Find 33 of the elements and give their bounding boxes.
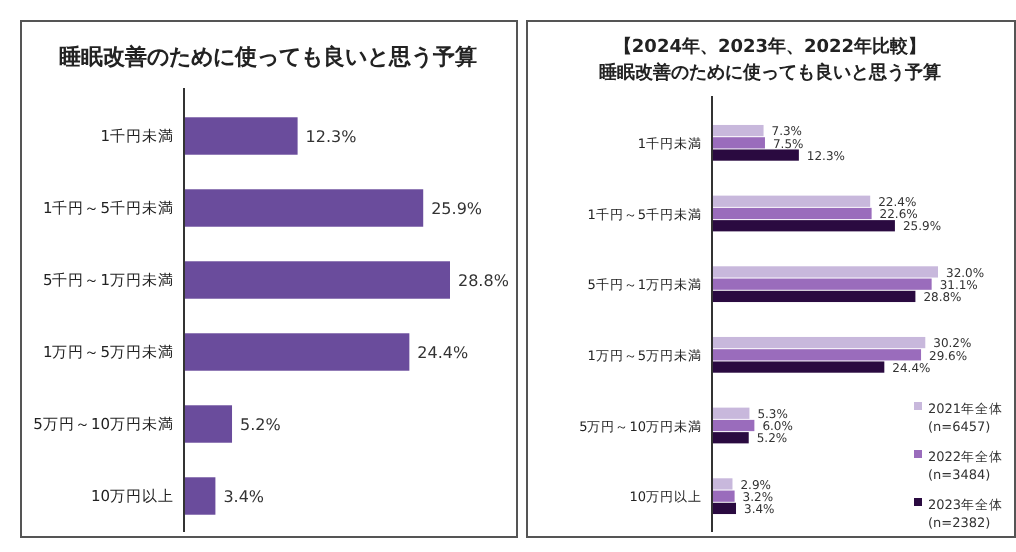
- bar: [712, 490, 735, 502]
- bar: [712, 124, 764, 137]
- bar: [712, 137, 765, 149]
- data-label: 5.2%: [240, 415, 282, 434]
- bar: [712, 502, 737, 515]
- bar: [712, 419, 755, 432]
- bar: [712, 349, 922, 361]
- data-label: 25.9%: [431, 199, 483, 218]
- bar: [184, 405, 233, 443]
- bar: [184, 261, 450, 299]
- bar: [712, 195, 871, 207]
- data-label: 24.4%: [417, 343, 469, 362]
- bar: [184, 189, 424, 227]
- bar: [184, 477, 216, 515]
- bar: [184, 117, 298, 155]
- bar: [712, 478, 733, 490]
- bar: [712, 278, 932, 290]
- bar: [712, 266, 938, 278]
- chart-title: 睡眠改善のために使っても良いと思う予算: [59, 44, 477, 70]
- data-label: 28.8%: [458, 271, 510, 290]
- bar: [712, 149, 799, 161]
- data-label: 3.4%: [223, 487, 265, 506]
- bar: [712, 207, 872, 220]
- bar: [712, 432, 749, 444]
- bar: [712, 361, 885, 373]
- bar: [712, 336, 926, 349]
- bar: [184, 333, 410, 371]
- chart-subtitle: 睡眠改善のために使っても良いと思う予算: [599, 62, 941, 84]
- bar: [712, 290, 916, 303]
- bar: [712, 407, 750, 419]
- bar: [712, 220, 895, 232]
- data-label: 12.3%: [305, 127, 358, 146]
- chart-title: 【2024年、2023年、2022年比較】: [613, 36, 927, 58]
